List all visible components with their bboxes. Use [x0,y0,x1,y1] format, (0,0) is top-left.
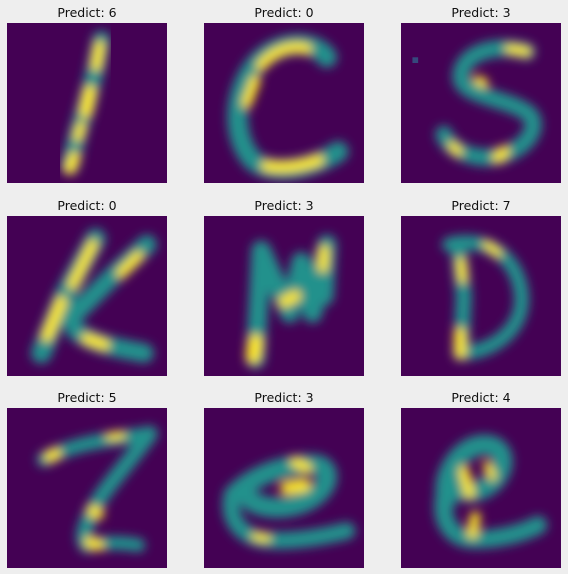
panel-title: Predict: 3 [401,4,561,22]
digit-image [7,216,167,376]
digit-image [401,408,561,568]
panel-title: Predict: 7 [401,197,561,215]
panel-title: Predict: 3 [204,389,364,407]
digit-image [204,216,364,376]
digit-image [401,216,561,376]
digit-image [401,23,561,183]
panel-title: Predict: 5 [7,389,167,407]
panel-title: Predict: 6 [7,4,167,22]
panel-title: Predict: 4 [401,389,561,407]
panel-title: Predict: 3 [204,197,364,215]
digit-image [204,408,364,568]
panel-title: Predict: 0 [7,197,167,215]
digit-image [204,23,364,183]
digit-image [7,23,167,183]
digit-image [7,408,167,568]
panel-title: Predict: 0 [204,4,364,22]
